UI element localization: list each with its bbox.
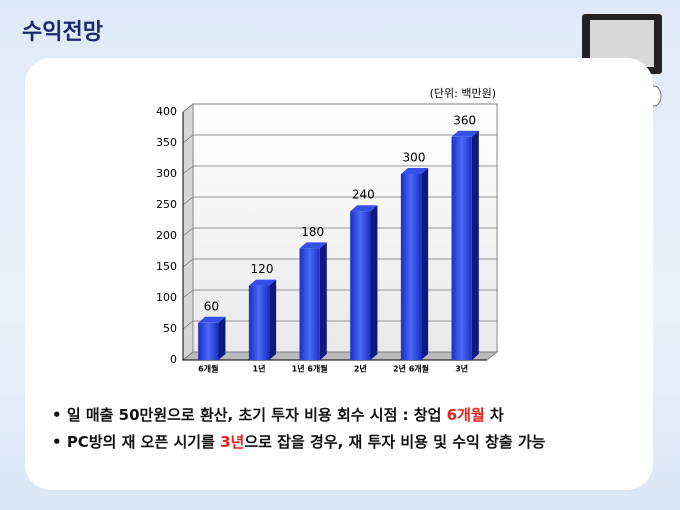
slide-title: 수익전망	[22, 20, 103, 45]
chart: (단위: 백만원) 0 50 100 150 200 250 300 350 400 6개월 60 1…	[156, 87, 499, 374]
value-label: 240	[352, 188, 375, 202]
x-tick-label: 2년	[354, 364, 367, 374]
value-label: 360	[453, 113, 476, 127]
highlight-text: 6개월	[446, 406, 485, 424]
bar-top	[299, 242, 327, 249]
y-tick-label: 300	[156, 167, 177, 180]
bullet-text: PC방의 재 오픈 시기를	[66, 433, 221, 451]
bullet: 일 매출 50만원으로 환산, 초기 투자 비용 회수 시점 : 창업 6개월 …	[52, 402, 545, 429]
y-tick-label: 100	[156, 291, 177, 304]
y-tick-label: 50	[163, 322, 177, 335]
bar-side	[218, 316, 226, 360]
x-tick-label: 1년	[253, 364, 266, 374]
grid-line	[182, 289, 497, 299]
grid-line	[182, 320, 497, 330]
value-label: 120	[251, 262, 274, 276]
value-label: 180	[301, 225, 324, 239]
y-tick-label: 150	[156, 260, 177, 273]
highlight-text: 3년	[220, 433, 245, 451]
bullet-list: 일 매출 50만원으로 환산, 초기 투자 비용 회수 시점 : 창업 6개월 …	[52, 402, 546, 456]
value-label: 60	[204, 299, 219, 313]
x-tick-label: 6개월	[198, 364, 218, 374]
bar	[350, 211, 371, 360]
bullet: PC방의 재 오픈 시기를 3년으로 잡을 경우, 재 투자 비용 및 수익 창…	[52, 429, 546, 456]
bar-side	[471, 130, 479, 360]
grid-line	[182, 258, 497, 268]
bar-top	[451, 130, 479, 137]
bar-top	[198, 316, 226, 323]
bar	[451, 136, 472, 360]
x-tick-label: 3년	[455, 364, 468, 374]
chart-subtitle: (단위: 백만원)	[430, 87, 496, 100]
y-tick-label: 350	[156, 136, 177, 149]
x-tick-label: 2년 6개월	[393, 364, 429, 374]
y-tick-label: 400	[156, 105, 177, 118]
bar-side	[269, 279, 277, 360]
y-tick-label: 0	[170, 353, 177, 366]
bar-top	[248, 279, 277, 286]
bar	[248, 285, 270, 360]
bar	[198, 322, 219, 360]
bar-side	[319, 242, 327, 360]
y-tick-label: 250	[156, 198, 177, 211]
grid-line	[182, 103, 497, 113]
bar-side	[421, 168, 429, 360]
grid-line	[182, 351, 497, 361]
floor	[181, 351, 499, 361]
bar	[299, 248, 320, 360]
bar-side	[370, 205, 378, 360]
bullet-text: 으로 잡을 경우, 재 투자 비용 및 수익 창출 가능	[244, 433, 546, 451]
x-tick-label: 1년 6개월	[292, 364, 328, 374]
bullet-text: 일 매출 50만원으로 환산, 초기 투자 비용 회수 시점 : 창업	[66, 406, 447, 424]
grid-line	[182, 196, 497, 206]
bar	[400, 174, 422, 360]
grid-line	[182, 227, 497, 237]
bar-top	[350, 205, 378, 212]
y-tick-label: 200	[156, 229, 177, 242]
grid-line	[182, 134, 497, 144]
value-label: 300	[403, 151, 426, 165]
bar-top	[400, 168, 429, 174]
grid-line	[182, 165, 497, 175]
bullet-text: 차	[484, 406, 504, 424]
